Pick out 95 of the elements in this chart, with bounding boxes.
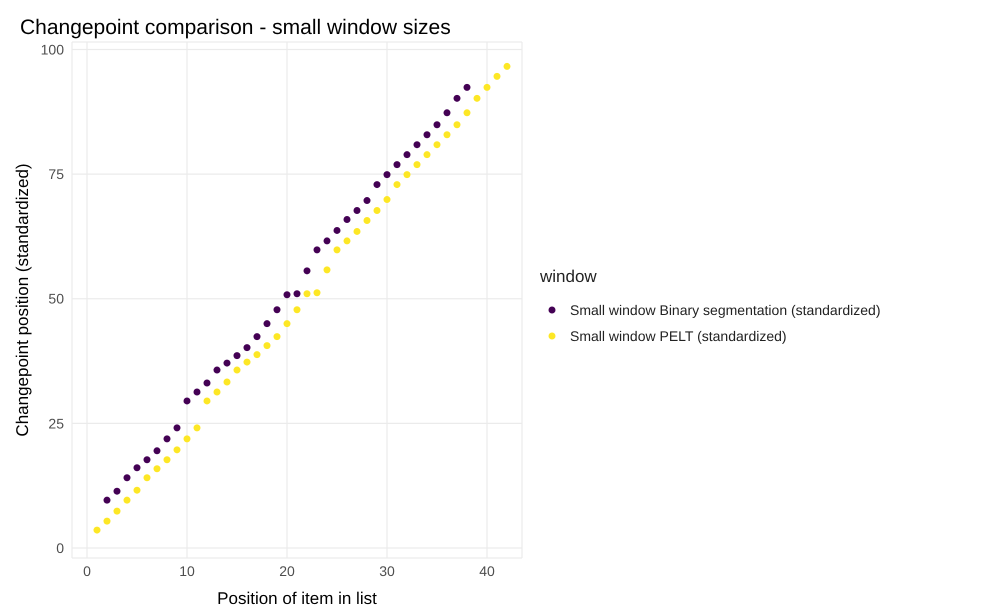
- point: [424, 151, 430, 158]
- x-tick-label: 30: [379, 562, 395, 579]
- x-tick-label: 20: [279, 562, 295, 579]
- x-tick-label: 0: [83, 562, 92, 579]
- point: [364, 216, 370, 224]
- point: [394, 161, 400, 168]
- point: [404, 171, 410, 178]
- x-tick-label: 10: [179, 562, 195, 579]
- point: [174, 424, 180, 432]
- point: [234, 352, 240, 360]
- point: [224, 378, 230, 386]
- point: [374, 181, 380, 188]
- point: [404, 151, 410, 158]
- point: [294, 306, 300, 314]
- point: [144, 456, 150, 464]
- point: [434, 141, 440, 148]
- point: [344, 237, 350, 244]
- point: [344, 216, 350, 223]
- point: [454, 121, 460, 128]
- point: [254, 351, 260, 358]
- point: [204, 397, 210, 404]
- point: [254, 333, 260, 340]
- point: [284, 320, 290, 328]
- point: [114, 508, 120, 515]
- point: [304, 290, 310, 298]
- legend-label: Small window Binary segmentation (standardized): [570, 302, 880, 318]
- point: [484, 84, 490, 91]
- point: [384, 196, 390, 204]
- point: [154, 465, 160, 472]
- point: [504, 62, 510, 70]
- y-tick-label: 0: [56, 540, 64, 556]
- point: [334, 226, 340, 234]
- point: [414, 161, 420, 168]
- point: [334, 246, 340, 254]
- point: [244, 358, 250, 366]
- point: [214, 366, 220, 374]
- point: [434, 121, 440, 128]
- y-tick-label: 50: [48, 290, 64, 307]
- point: [214, 388, 220, 396]
- point: [394, 181, 400, 188]
- point: [304, 267, 310, 274]
- point: [374, 207, 380, 214]
- point: [184, 397, 190, 404]
- legend-label: Small window PELT (standardized): [570, 328, 787, 344]
- point: [274, 333, 280, 340]
- y-tick-label: 25: [48, 415, 64, 432]
- point: [134, 464, 140, 472]
- point: [314, 246, 320, 254]
- legend-title: window: [540, 267, 598, 287]
- point: [114, 488, 120, 495]
- point: [364, 197, 370, 204]
- y-tick-label: 75: [48, 166, 64, 182]
- point: [264, 320, 270, 328]
- point: [384, 171, 390, 178]
- point: [474, 94, 480, 102]
- point: [224, 360, 230, 367]
- chart-title: Changepoint comparison - small window sizes: [20, 16, 451, 39]
- point: [164, 435, 170, 442]
- point: [104, 496, 110, 504]
- point: [244, 344, 250, 352]
- point: [494, 72, 500, 80]
- point: [104, 518, 110, 525]
- point: [324, 266, 330, 274]
- point: [134, 486, 140, 494]
- point: [274, 306, 280, 314]
- point: [204, 380, 210, 387]
- point: [354, 207, 360, 214]
- point: [464, 109, 470, 116]
- point: [234, 366, 240, 374]
- x-axis-title: Position of item in list: [217, 589, 378, 608]
- point: [284, 291, 290, 298]
- point: [444, 109, 450, 116]
- point: [174, 446, 180, 454]
- point: [454, 94, 460, 102]
- point: [194, 424, 200, 432]
- point: [444, 131, 450, 138]
- point: [144, 474, 150, 482]
- point: [164, 456, 170, 464]
- point: [94, 526, 100, 534]
- point: [194, 388, 200, 396]
- point: [124, 496, 130, 504]
- point: [324, 237, 330, 244]
- point: [424, 131, 430, 138]
- point: [464, 84, 470, 91]
- point: [294, 290, 300, 298]
- point: [314, 289, 320, 296]
- point: [414, 141, 420, 148]
- point: [154, 447, 160, 454]
- point: [184, 435, 190, 442]
- point: [354, 228, 360, 235]
- y-axis-title: Changepoint position (standardized): [13, 163, 32, 437]
- y-tick-label: 100: [40, 41, 64, 58]
- point: [264, 342, 270, 350]
- x-tick-label: 40: [479, 562, 495, 579]
- point: [124, 474, 130, 482]
